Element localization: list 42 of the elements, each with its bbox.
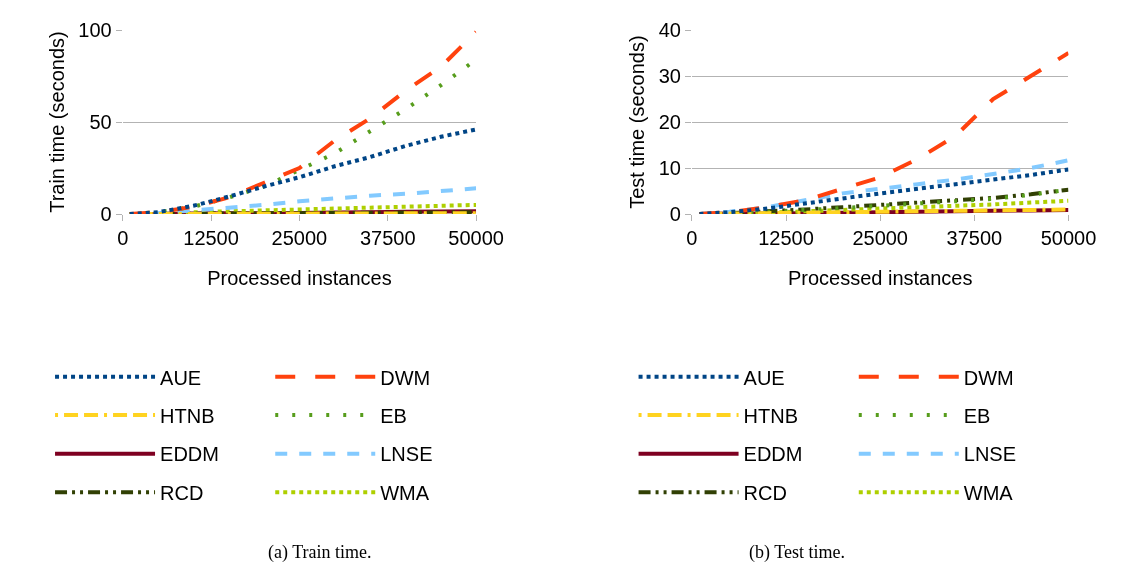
legend-label: DWM xyxy=(380,366,431,389)
legend-label: EDDM xyxy=(160,443,219,466)
x-tick-label: 50000 xyxy=(448,227,504,250)
legend-label: WMA xyxy=(963,482,1014,505)
x-tick-label: 37500 xyxy=(946,227,1003,250)
y-tick-label: 10 xyxy=(658,157,681,180)
legend-label: EDDM xyxy=(743,443,803,466)
legend-label: HTNB xyxy=(743,404,799,427)
x-tick-label: 50000 xyxy=(1040,227,1097,250)
y-tick-label: 30 xyxy=(658,65,681,88)
x-tick-label: 0 xyxy=(117,227,129,250)
y-axis-title: Test time (seconds) xyxy=(626,35,649,209)
x-tick-label: 37500 xyxy=(359,227,416,250)
y-tick-label: 40 xyxy=(658,19,681,42)
y-tick-label: 100 xyxy=(78,19,112,42)
y-tick-label: 0 xyxy=(100,203,112,226)
x-tick-label: 12500 xyxy=(758,227,814,250)
legend-label: WMA xyxy=(380,482,430,505)
y-axis-title: Train time (seconds) xyxy=(45,31,68,213)
line-series xyxy=(697,167,1069,215)
legend-label: LNSE xyxy=(963,443,1017,466)
legend-label: AUE xyxy=(160,366,202,389)
x-tick-label: 25000 xyxy=(271,227,328,250)
x-tick-label: 25000 xyxy=(852,227,909,250)
line-series xyxy=(127,127,477,215)
legend-label: RCD xyxy=(160,482,204,505)
text: (b) Test time. xyxy=(749,542,845,563)
x-axis-title: Processed instances xyxy=(787,266,973,289)
y-tick-label: 50 xyxy=(89,111,112,134)
y-tick-label: 0 xyxy=(669,203,681,226)
legend-label: HTNB xyxy=(160,404,215,427)
legend-label: EB xyxy=(380,404,407,427)
text: (a) Train time. xyxy=(268,542,372,563)
legend-label: EB xyxy=(963,404,991,427)
x-tick-label: 12500 xyxy=(183,227,239,250)
legend-label: LNSE xyxy=(380,443,433,466)
y-tick-label: 20 xyxy=(658,111,681,134)
legend-label: AUE xyxy=(743,366,785,389)
x-axis-title: Processed instances xyxy=(207,266,392,289)
legend-label: DWM xyxy=(963,366,1014,389)
x-tick-label: 0 xyxy=(686,227,698,250)
legend-label: RCD xyxy=(743,482,787,505)
